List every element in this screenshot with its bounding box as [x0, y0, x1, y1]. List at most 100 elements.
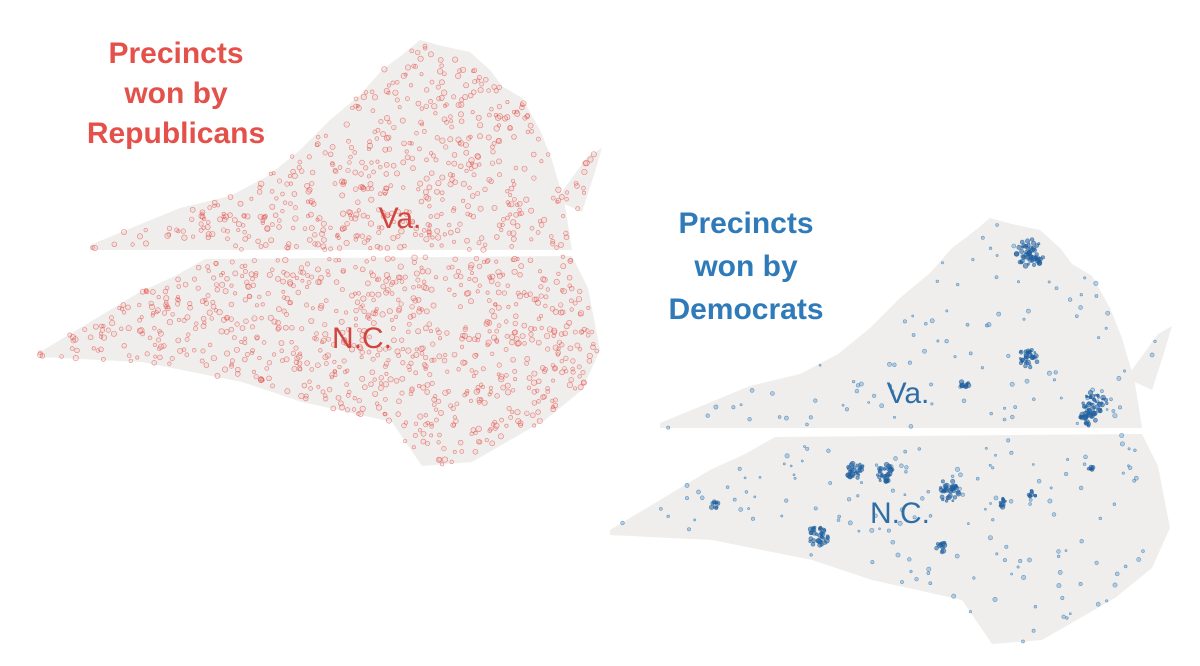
precinct-dot — [538, 222, 545, 228]
precinct-dot — [210, 299, 216, 305]
precinct-dot — [555, 352, 561, 357]
precinct-dot — [1025, 238, 1031, 244]
precinct-dot — [758, 476, 762, 479]
precinct-dot — [1034, 258, 1038, 262]
precinct-dot — [991, 518, 995, 522]
precinct-dot — [567, 258, 574, 264]
precinct-dot — [540, 276, 546, 282]
precinct-dot — [383, 88, 390, 94]
precinct-dot — [415, 297, 422, 303]
precinct-dot — [352, 215, 359, 222]
precinct-dot — [378, 385, 384, 391]
precinct-dot — [258, 180, 265, 187]
precinct-dot — [328, 225, 333, 230]
precinct-dot — [780, 514, 784, 518]
precinct-dot — [496, 323, 502, 328]
precinct-dot — [280, 278, 286, 285]
precinct-dot — [411, 259, 417, 265]
precinct-dot — [366, 235, 372, 241]
precinct-dot — [1011, 243, 1017, 249]
precinct-dot — [413, 270, 420, 277]
precinct-dot — [1032, 397, 1036, 401]
precinct-dot — [243, 263, 248, 268]
precinct-dot — [914, 577, 919, 582]
precinct-dot — [809, 553, 813, 557]
precinct-dot — [836, 518, 841, 522]
precinct-dot — [452, 56, 459, 63]
precinct-dot — [1092, 405, 1096, 410]
precinct-dot — [430, 235, 435, 240]
precinct-dot — [209, 231, 216, 238]
precinct-dot — [493, 426, 498, 431]
precinct-dot — [344, 310, 349, 315]
precinct-dot — [412, 232, 418, 237]
precinct-dot — [394, 97, 400, 103]
precinct-dot — [109, 319, 116, 327]
precinct-dot — [162, 288, 169, 295]
precinct-dot — [563, 234, 570, 240]
precinct-dot — [296, 360, 303, 367]
precinct-dot — [420, 283, 428, 291]
precinct-dot — [417, 180, 424, 187]
precinct-dot — [1019, 258, 1025, 264]
precinct-dot — [1009, 381, 1015, 387]
precinct-dot — [514, 223, 521, 229]
precinct-dot — [451, 152, 458, 158]
precinct-dot — [819, 532, 824, 536]
precinct-dot — [784, 498, 789, 503]
precinct-dot — [1038, 257, 1043, 262]
precinct-dot — [469, 368, 474, 373]
precinct-dot — [543, 303, 548, 309]
precinct-dot — [254, 334, 260, 341]
precinct-dot — [359, 405, 366, 412]
precinct-dot — [305, 199, 310, 204]
precinct-dot — [554, 245, 559, 250]
precinct-dot — [369, 160, 374, 165]
precinct-dot — [448, 229, 454, 236]
precinct-dot — [939, 494, 945, 500]
precinct-dot — [747, 417, 752, 422]
precinct-dot — [951, 499, 955, 503]
precinct-dot — [995, 253, 999, 257]
precinct-dot — [308, 318, 315, 324]
precinct-dot — [1046, 370, 1052, 376]
precinct-dot — [460, 180, 467, 187]
precinct-dot — [441, 71, 447, 77]
precinct-dot — [296, 165, 302, 171]
precinct-dot — [277, 218, 282, 223]
precinct-dot — [437, 456, 442, 462]
precinct-dot — [1025, 359, 1031, 366]
precinct-dot — [223, 328, 230, 335]
precinct-dot — [231, 335, 237, 341]
precinct-dot — [402, 286, 408, 292]
precinct-dot — [370, 255, 377, 261]
precinct-dot — [447, 287, 452, 292]
precinct-dot — [147, 335, 153, 341]
precinct-dot — [304, 360, 310, 366]
precinct-dot — [418, 119, 424, 126]
precinct-dot — [439, 79, 445, 86]
precinct-dot — [400, 185, 406, 190]
precinct-dot — [552, 366, 558, 371]
precinct-dot — [378, 381, 384, 386]
precinct-dot — [294, 276, 299, 281]
precinct-dot — [289, 325, 295, 331]
precinct-dot — [533, 296, 539, 302]
precinct-dot — [494, 234, 500, 240]
precinct-dot — [920, 496, 925, 501]
precinct-dot — [156, 294, 161, 300]
precinct-dot — [315, 217, 320, 222]
precinct-dot — [1112, 582, 1118, 588]
precinct-dot — [406, 321, 412, 327]
precinct-dot — [187, 304, 193, 311]
republican-map: Precincts won by Republicans Va. N.C. — [37, 37, 602, 467]
precinct-dot — [358, 184, 364, 190]
precinct-dot — [430, 341, 436, 347]
precinct-dot — [422, 189, 429, 195]
precinct-dot — [297, 351, 303, 356]
precinct-dot — [556, 271, 561, 277]
precinct-dot — [510, 409, 515, 414]
precinct-dot — [411, 445, 416, 450]
precinct-dot — [135, 355, 140, 360]
precinct-dot — [152, 342, 157, 347]
